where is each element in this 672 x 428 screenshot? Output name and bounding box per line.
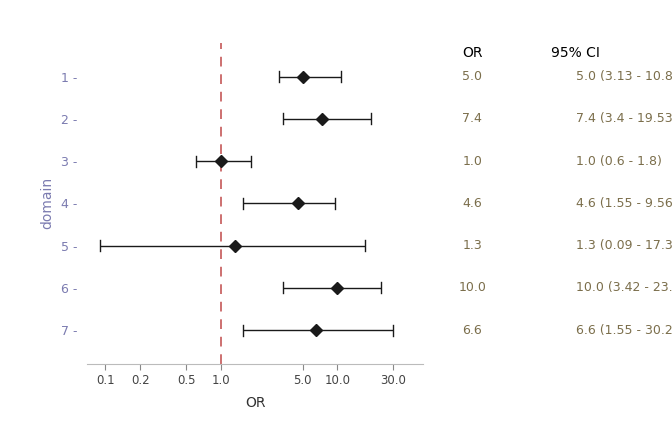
Text: 6.6: 6.6 [462, 324, 482, 336]
Text: 4.6: 4.6 [462, 197, 482, 210]
Text: 7.4 (3.4 - 19.53): 7.4 (3.4 - 19.53) [576, 112, 672, 125]
Text: 1.0: 1.0 [462, 155, 482, 168]
Text: 4.6 (1.55 - 9.56): 4.6 (1.55 - 9.56) [576, 197, 672, 210]
Text: 5.0: 5.0 [462, 70, 482, 83]
Text: 10.0: 10.0 [458, 281, 487, 294]
Text: 1.3 (0.09 - 17.32): 1.3 (0.09 - 17.32) [576, 239, 672, 252]
Text: 7.4: 7.4 [462, 112, 482, 125]
Text: 95% CI: 95% CI [552, 46, 600, 60]
Text: 1.0 (0.6 - 1.8): 1.0 (0.6 - 1.8) [576, 155, 662, 168]
Text: 5.0 (3.13 - 10.8): 5.0 (3.13 - 10.8) [576, 70, 672, 83]
Text: 10.0 (3.42 - 23.96): 10.0 (3.42 - 23.96) [576, 281, 672, 294]
Text: OR: OR [462, 46, 482, 60]
Y-axis label: domain: domain [40, 177, 54, 229]
Text: 1.3: 1.3 [462, 239, 482, 252]
Text: 6.6 (1.55 - 30.21): 6.6 (1.55 - 30.21) [576, 324, 672, 336]
X-axis label: OR: OR [245, 395, 265, 410]
